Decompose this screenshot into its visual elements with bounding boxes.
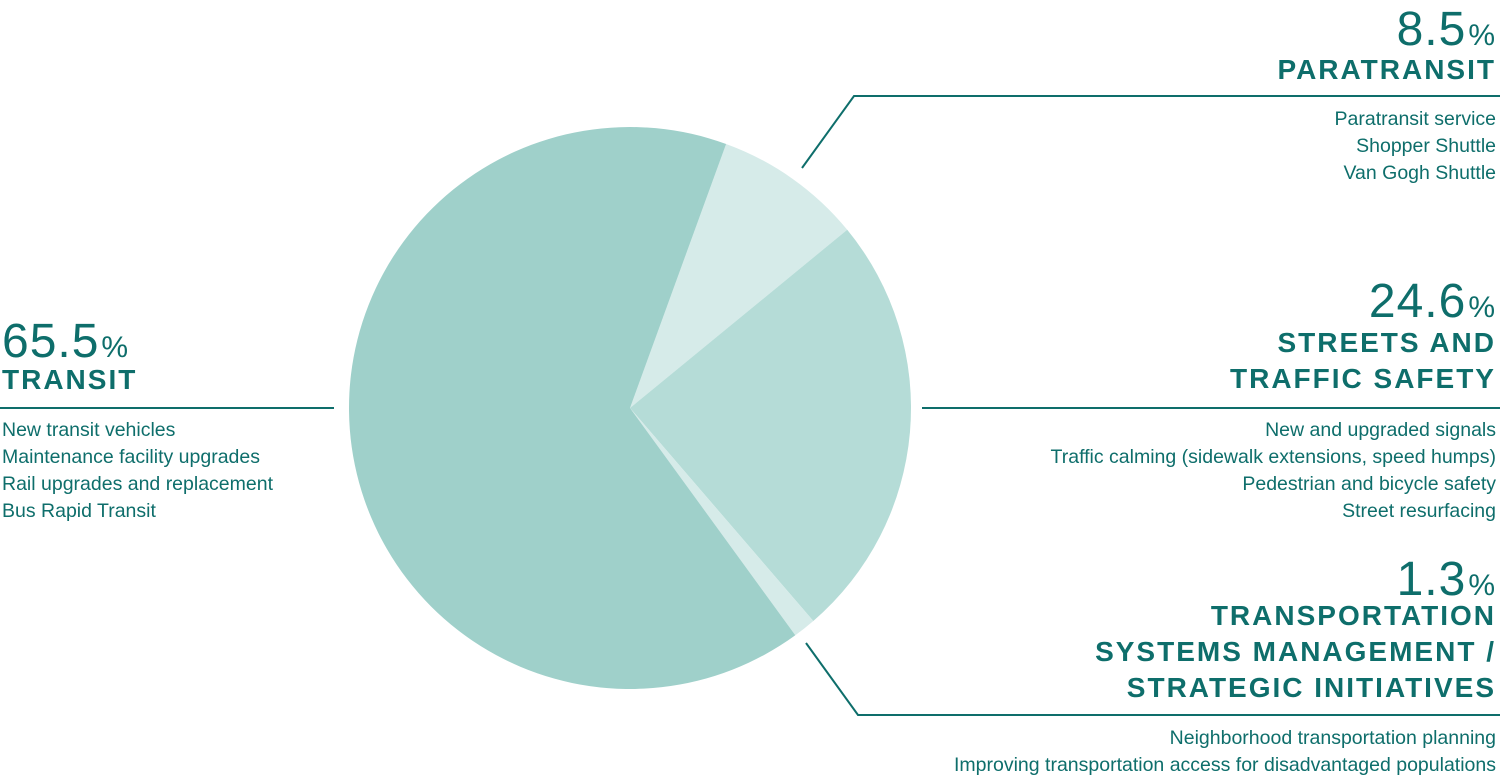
list-item: Shopper Shuttle — [1356, 135, 1496, 157]
list-item: Van Gogh Shuttle — [1343, 162, 1497, 184]
list-item: Street resurfacing — [1342, 500, 1496, 522]
pie-slice-paratransit — [630, 143, 848, 408]
category-title-transit: TRANSIT — [2, 364, 138, 395]
list-item: Rail upgrades and replacement — [2, 473, 274, 495]
pie-slices — [348, 127, 911, 690]
leader-line-paratransit — [801, 95, 1500, 169]
list-item: Maintenance facility upgrades — [2, 446, 260, 468]
leader-line-tsm — [805, 642, 1500, 716]
category-title-tsm: TRANSPORTATION SYSTEMS MANAGEMENT / STRA… — [1095, 600, 1496, 703]
percent-transit: 65.5% — [2, 315, 130, 368]
items-paratransit: Paratransit service Shopper Shuttle Van … — [1335, 106, 1496, 187]
percent-paratransit: 8.5% — [1396, 3, 1496, 56]
pie-slice-transportation-systems-management-strategic-initiatives — [630, 408, 814, 636]
list-item: New transit vehicles — [2, 419, 176, 441]
list-item: New and upgraded signals — [1265, 419, 1496, 441]
category-title-paratransit: PARATRANSIT — [1277, 54, 1496, 85]
category-title-streets: STREETS AND TRAFFIC SAFETY — [1230, 327, 1496, 394]
percent-tsm: 1.3% — [1396, 553, 1496, 606]
items-tsm: Neighborhood transportation planning Imp… — [954, 725, 1496, 779]
percent-streets: 24.6% — [1368, 275, 1496, 328]
list-item: Paratransit service — [1334, 108, 1496, 130]
list-item: Traffic calming (sidewalk extensions, sp… — [1050, 446, 1496, 468]
list-item: Pedestrian and bicycle safety — [1242, 473, 1496, 495]
pie-slice-transit — [348, 127, 796, 690]
list-item: Bus Rapid Transit — [2, 500, 156, 522]
list-item: Improving transportation access for disa… — [954, 754, 1496, 776]
pie-slice-streets-and-traffic-safety — [630, 229, 911, 621]
leader-lines — [0, 95, 1500, 716]
items-streets: New and upgraded signals Traffic calming… — [1051, 417, 1496, 525]
list-item: Neighborhood transportation planning — [1169, 727, 1496, 749]
items-transit: New transit vehicles Maintenance facilit… — [2, 417, 273, 525]
